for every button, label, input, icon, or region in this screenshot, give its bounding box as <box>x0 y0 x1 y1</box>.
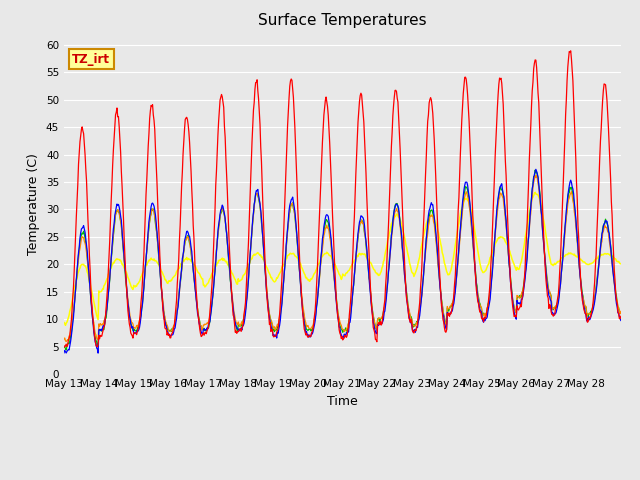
Text: TZ_irt: TZ_irt <box>72 53 110 66</box>
Y-axis label: Temperature (C): Temperature (C) <box>28 153 40 255</box>
X-axis label: Time: Time <box>327 395 358 408</box>
Title: Surface Temperatures: Surface Temperatures <box>258 13 427 28</box>
